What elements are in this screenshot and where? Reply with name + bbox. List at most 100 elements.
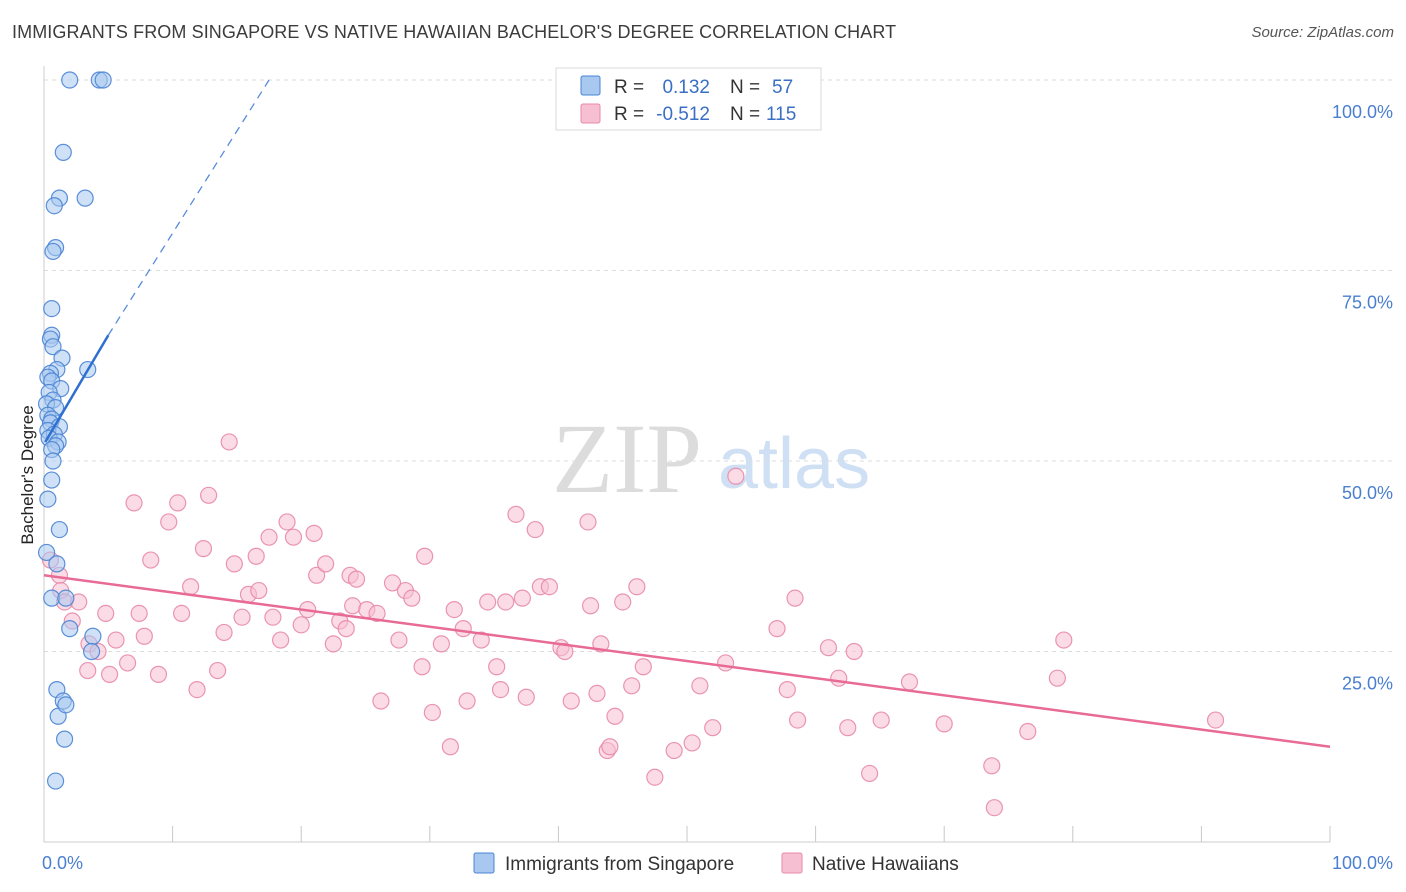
y-tick-label-50: 50.0% (1342, 483, 1393, 503)
singapore-trend-line (44, 334, 110, 443)
hawaiians-point-107 (935, 715, 953, 733)
hawaiians-point-63 (458, 692, 476, 710)
source-credit: Source: ZipAtlas.com (1251, 24, 1394, 41)
hawaiians-point-25 (209, 661, 227, 680)
hawaiians-point-47 (344, 597, 362, 615)
hawaiians-point-70 (513, 589, 531, 607)
hawaiians-point-100 (819, 639, 838, 657)
hawaiians-point-71 (517, 688, 535, 706)
hawaiians-point-91 (683, 734, 701, 752)
hawaiians-point-67 (491, 680, 510, 699)
singapore-point-38 (37, 543, 56, 562)
hawaiians-point-113 (1206, 711, 1225, 729)
hawaiians-point-66 (488, 658, 506, 676)
y-axis-label: Bachelor's Degree (18, 405, 37, 544)
hawaiians-point-23 (194, 540, 213, 558)
singapore-point-42 (61, 620, 79, 638)
hawaiians-point-20 (173, 604, 191, 623)
hawaiians-point-27 (220, 433, 238, 451)
hawaiians-point-40 (305, 524, 323, 542)
hawaiians-point-41 (308, 566, 326, 584)
hawaiians-point-17 (125, 494, 143, 512)
hawaiians-point-59 (432, 635, 450, 653)
singapore-point-3 (54, 143, 72, 161)
stats-n-value-hawaiians: 115 (766, 104, 796, 125)
hawaiians-point-101 (830, 669, 848, 687)
hawaiians-point-106 (900, 673, 919, 691)
hawaiians-point-19 (169, 494, 187, 512)
hawaiians-point-6 (79, 661, 97, 680)
singapore-point-9 (43, 300, 61, 318)
hawaiians-point-110 (1019, 722, 1037, 741)
hawaiians-point-35 (272, 631, 290, 649)
y-tick-label-25: 25.0% (1342, 674, 1393, 694)
singapore-point-2 (94, 71, 112, 89)
watermark-zip-text: ZIP (552, 403, 702, 514)
singapore-point-41 (57, 589, 75, 607)
legend-label-hawaiians: Native Hawaiians (812, 854, 959, 875)
correlation-legend-box: R = 0.132 N = 57 R = -0.512 N = 115 (555, 67, 822, 131)
y-tick-label-100: 100.0% (1332, 102, 1393, 122)
watermark-atlas-text: atlas (718, 424, 870, 504)
hawaiians-point-55 (403, 589, 421, 607)
hawaiians-point-88 (634, 658, 652, 676)
hawaiians-point-37 (284, 528, 303, 546)
hawaiians-point-61 (445, 600, 463, 619)
singapore-points (37, 71, 112, 790)
hawaiians-point-109 (985, 799, 1003, 817)
hawaiians-point-22 (188, 680, 206, 699)
hawaiians-point-31 (247, 547, 265, 565)
hawaiians-point-111 (1048, 669, 1066, 687)
hawaiians-point-43 (324, 635, 342, 653)
hawaiians-point-58 (423, 703, 441, 722)
stats-r-label-singapore: R = (614, 77, 644, 98)
hawaiians-point-62 (454, 620, 472, 638)
hawaiians-point-57 (416, 547, 434, 565)
hawaiians-point-98 (786, 589, 804, 607)
singapore-point-12 (44, 338, 62, 356)
hawaiians-point-93 (704, 719, 722, 737)
legend-swatch-hawaiians (781, 852, 803, 874)
hawaiians-point-15 (142, 551, 160, 569)
singapore-point-35 (43, 471, 61, 489)
series-legend: Immigrants from Singapore Native Hawaiia… (473, 852, 959, 875)
hawaiians-point-36 (278, 513, 296, 531)
stats-r-label-hawaiians: R = (614, 104, 644, 125)
hawaiians-point-99 (788, 711, 807, 729)
hawaiians-point-60 (441, 738, 459, 756)
hawaiians-point-112 (1055, 631, 1073, 649)
hawaiians-point-74 (540, 578, 558, 596)
hawaiians-point-87 (628, 578, 646, 596)
hawaiians-point-103 (845, 642, 863, 661)
hawaiians-point-83 (601, 738, 619, 756)
stats-n-label-singapore: N = (730, 77, 760, 98)
singapore-point-50 (46, 772, 65, 790)
stats-swatch-singapore (580, 75, 601, 96)
singapore-point-8 (44, 242, 62, 261)
hawaiians-point-45 (337, 620, 355, 638)
zipatlas-watermark: ZIP atlas (552, 403, 870, 514)
stats-r-value-hawaiians: -0.512 (656, 104, 710, 125)
singapore-point-0 (61, 71, 79, 89)
hawaiians-point-9 (97, 604, 115, 623)
singapore-point-48 (57, 696, 75, 714)
hawaiians-point-16 (149, 665, 168, 683)
axes (43, 66, 1331, 843)
stats-n-label-hawaiians: N = (730, 104, 760, 125)
hawaiians-point-11 (107, 631, 125, 649)
singapore-point-34 (44, 452, 62, 470)
hawaiians-point-86 (623, 677, 641, 695)
hawaiians-point-18 (160, 513, 178, 531)
hawaiians-point-32 (250, 581, 268, 600)
hawaiians-point-96 (768, 620, 786, 638)
hawaiians-point-79 (581, 597, 600, 615)
hawaiians-point-33 (260, 528, 278, 546)
singapore-point-36 (39, 490, 57, 508)
stats-swatch-hawaiians (580, 103, 601, 124)
singapore-point-39 (48, 555, 66, 573)
hawaiians-point-12 (118, 654, 137, 672)
hawaiians-point-97 (778, 680, 796, 699)
hawaiians-point-21 (182, 578, 200, 596)
hawaiians-point-84 (606, 707, 624, 725)
hawaiians-point-72 (526, 520, 544, 539)
